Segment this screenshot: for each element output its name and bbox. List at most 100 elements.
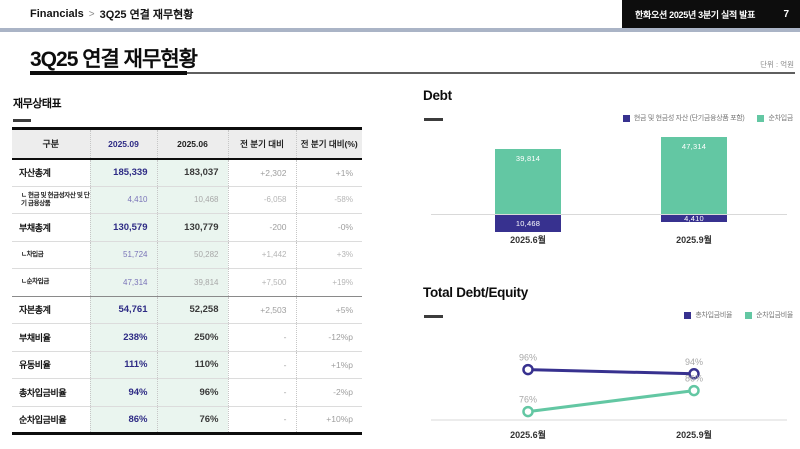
cell-qoq-pct: +1%p (295, 351, 362, 379)
cell-2025-06: 130,779 (156, 213, 228, 241)
point-value-label: 76% (519, 395, 537, 405)
cash-bar-segment: 4,410 (661, 215, 727, 222)
breadcrumb: Financials > 3Q25 연결 재무현황 (0, 0, 193, 28)
table-row: ㄴ순차입금 47,314 39,814 +7,500 +19% (12, 268, 362, 296)
net-debt-bar-segment: 47,314 (661, 137, 727, 214)
legend-label: 순차입금비율 (756, 312, 793, 319)
cell-label: 총차입금비율 (19, 387, 67, 398)
balance-sheet-section-header: 재무상태표 (13, 95, 62, 122)
breadcrumb-separator-icon: > (88, 8, 95, 20)
legend-label: 총차입금비율 (695, 312, 733, 319)
cell-2025-06: 183,037 (156, 158, 228, 186)
bar-value-label: 10,468 (515, 219, 541, 228)
header-divider (0, 28, 800, 32)
tde-chart-title: Total Debt/Equity (423, 285, 528, 300)
cell-2025-09: 86% (89, 406, 157, 434)
legend-item: 총차입금비율 (684, 310, 732, 320)
legend-label: 순차입금 (768, 115, 793, 122)
deck-title: 한화오션 2025년 3분기 실적 발표 (635, 9, 756, 20)
header-gubun: 구분 (42, 139, 60, 150)
cell-qoq-delta: - (227, 323, 296, 351)
breadcrumb-root: Financials (30, 8, 84, 20)
data-point-marker (522, 405, 534, 418)
cell-qoq-delta: - (227, 406, 296, 434)
line-series (527, 389, 695, 414)
cell-2025-06: 96% (156, 378, 228, 406)
cell-qoq-pct: -0% (295, 213, 362, 241)
unit-label: 단위 : 억원 (760, 60, 794, 69)
cell-qoq-pct: -12%p (295, 323, 362, 351)
cash-bar-segment: 10,468 (495, 215, 561, 232)
breadcrumb-current: 3Q25 연결 재무현황 (99, 9, 194, 21)
cell-qoq-delta: -6,058 (227, 186, 296, 214)
cell-2025-09: 54,761 (89, 296, 157, 324)
point-value-label: 86% (685, 374, 703, 384)
line-plot: 96% 94% 76% 86% (431, 353, 787, 421)
header-qoq-pct: 전 분기 대비(%) (295, 128, 362, 159)
point-value-label: 96% (519, 353, 537, 363)
cell-2025-09: 238% (89, 323, 157, 351)
legend-swatch-icon (745, 311, 753, 319)
page-number: 7 (783, 8, 789, 20)
cell-qoq-delta: +2,302 (227, 158, 296, 186)
cell-qoq-pct: -2%p (295, 378, 362, 406)
table-row: 자산총계 185,339 183,037 +2,302 +1% (12, 158, 362, 186)
table-row: 부채총계 130,579 130,779 -200 -0% (12, 213, 362, 241)
legend-swatch-icon (757, 114, 765, 122)
legend-swatch-icon (622, 114, 630, 122)
legend-label: 현금 및 현금성 자산 (단기금융상품 포함) (633, 115, 745, 122)
bar-value-label: 4,410 (684, 214, 704, 223)
cell-2025-06: 52,258 (156, 296, 228, 324)
cell-2025-06: 110% (156, 351, 228, 379)
table-row: ㄴ차입금 51,724 50,282 +1,442 +3% (12, 241, 362, 269)
point-value-label: 94% (685, 357, 703, 367)
cell-qoq-pct: -58% (295, 186, 362, 214)
cell-qoq-delta: +2,503 (227, 296, 296, 324)
tde-chart-legend: 총차입금비율 순차입금비율 (684, 310, 793, 320)
debt-chart-legend: 현금 및 현금성 자산 (단기금융상품 포함) 순차입금 (622, 113, 793, 123)
cell-2025-06: 10,468 (156, 186, 228, 214)
line-category-label: 2025.6월 (510, 430, 546, 440)
cell-2025-06: 39,814 (156, 268, 228, 296)
balance-sheet-table: 구분 2025.09 2025.06 전 분기 대비 전 분기 대비(%) 자산… (12, 127, 362, 435)
cell-label: 유동비율 (19, 360, 51, 371)
cell-qoq-pct: +10%p (295, 406, 362, 434)
cell-qoq-delta: -200 (227, 213, 296, 241)
cell-qoq-delta: - (227, 351, 296, 379)
cell-label: ㄴ순차입금 (21, 278, 49, 286)
page-title: 3Q25 연결 재무현황 (30, 48, 198, 71)
legend-item: 순차입금비율 (745, 310, 793, 320)
deck-badge: 한화오션 2025년 3분기 실적 발표 7 (622, 0, 800, 28)
section-dash (13, 119, 31, 122)
balance-sheet-label: 재무상태표 (13, 98, 62, 110)
bar-category-label: 2025.6월 (510, 235, 546, 245)
cell-label: 자산총계 (19, 168, 51, 178)
header-2025-06: 2025.06 (156, 128, 228, 159)
table-row: 순차입금비율 86% 76% - +10%p (12, 406, 362, 434)
line-series (527, 368, 695, 376)
legend-item: 현금 및 현금성 자산 (단기금융상품 포함) (622, 113, 745, 123)
bar-category-label: 2025.9월 (676, 235, 712, 245)
cell-label: 부채총계 (19, 222, 51, 233)
cell-2025-09: 94% (89, 378, 157, 406)
cell-qoq-delta: - (227, 378, 296, 406)
cell-2025-09: 130,579 (89, 213, 157, 241)
cell-qoq-pct: +5% (295, 296, 362, 324)
bar-value-label: 47,314 (681, 142, 707, 151)
cell-label: ㄴ차입금 (21, 250, 44, 258)
cell-label: ㄴ 현금 및 현금성자산 및 단기 금융상품 (21, 191, 90, 207)
cell-qoq-pct: +1% (295, 158, 362, 186)
cell-2025-09: 47,314 (89, 268, 157, 296)
total-debt-equity-chart: Total Debt/Equity 총차입금비율 순차입금비율 96% 94% 76%… (423, 285, 793, 449)
cell-label: 부채비율 (19, 332, 51, 343)
cell-2025-09: 185,339 (89, 158, 157, 186)
table-row: 총차입금비율 94% 96% - -2%p (12, 378, 362, 406)
legend-swatch-icon (684, 311, 692, 319)
table-row: ㄴ 현금 및 현금성자산 및 단기 금융상품 4,410 10,468 -6,058-… (12, 186, 362, 214)
cell-label: 자본총계 (19, 305, 51, 316)
legend-item: 순차입금 (757, 113, 793, 123)
debt-chart: Debt 현금 및 현금성 자산 (단기금융상품 포함) 순차입금 10,468 3… (423, 88, 793, 256)
debt-baseline (431, 214, 787, 215)
net-debt-bar-segment: 39,814 (495, 149, 561, 214)
bar-value-label: 39,814 (515, 154, 541, 163)
